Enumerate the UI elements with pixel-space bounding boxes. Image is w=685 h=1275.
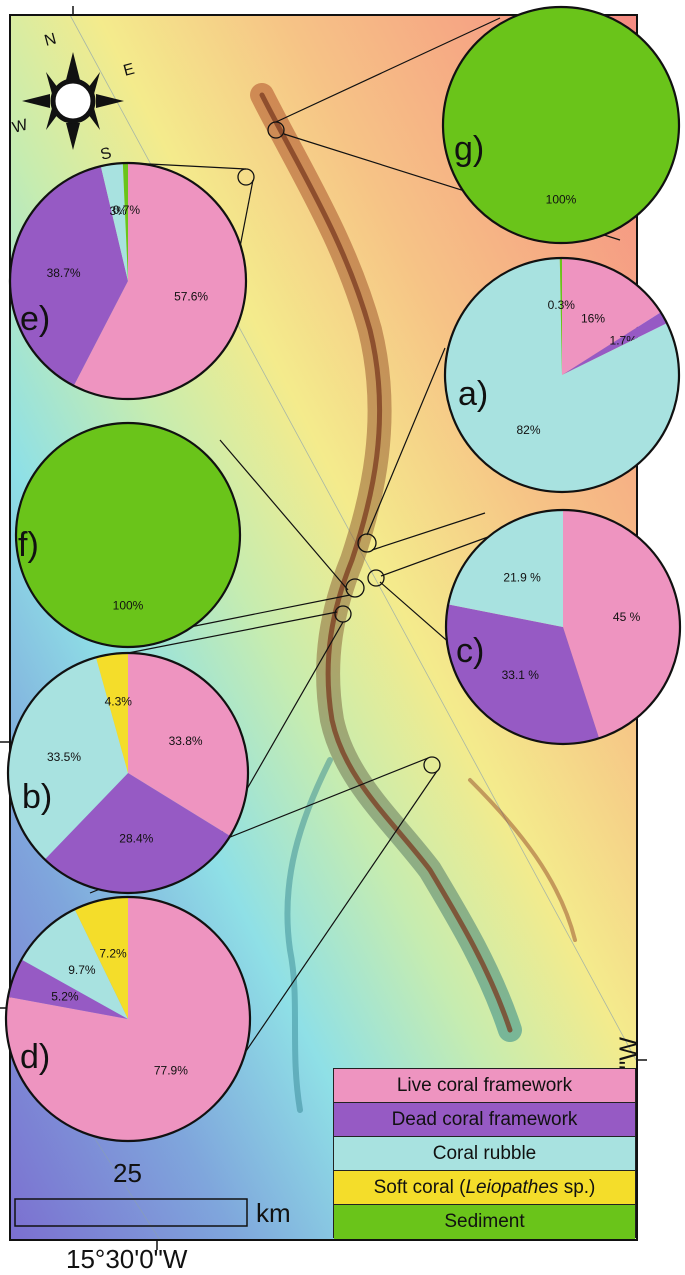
pie-chart-f: 100% f) [14, 421, 242, 649]
site-marker-c [367, 569, 385, 587]
pie-e-label-live: 57.6% [174, 289, 208, 303]
pie-b-label-dead: 28.4% [119, 832, 153, 846]
compass-n: N [43, 30, 59, 49]
pie-c-slice-rubble [448, 510, 563, 627]
legend-label-sediment: Sediment [444, 1211, 525, 1232]
pie-e-slice-live [73, 163, 247, 399]
pie-c-title: c) [456, 632, 484, 670]
compass-north-point [66, 52, 80, 80]
pie-b-label-live: 33.8% [169, 734, 203, 748]
legend-item-soft: Soft coral (Leiopathes sp.) [334, 1171, 635, 1205]
legend-label-rubble: Coral rubble [432, 1142, 537, 1164]
pie-b-title: b) [22, 778, 52, 816]
pie-g-slice-sediment [443, 7, 679, 243]
pie-a-slice-rubble [445, 258, 680, 492]
pie-b-label-soft: 4.3% [105, 695, 133, 709]
compass-south-point [66, 123, 80, 150]
pie-c-slice-live [563, 510, 680, 739]
pie-d-slice-soft [74, 897, 128, 1019]
scale-bar [14, 1198, 248, 1227]
pie-e-title: e) [20, 300, 50, 338]
pie-a-label-live: 16% [581, 312, 605, 326]
seamount-ridge [259, 92, 513, 1033]
pie-f-slice-sediment [16, 423, 240, 647]
pie-f-label-sediment: 100% [113, 599, 144, 613]
pie-d-label-rubble: 9.7% [68, 963, 96, 977]
pie-chart-b: 33.8% 28.4% 33.5% 4.3% b) [6, 651, 250, 895]
pie-a-label-sediment: 0.3% [548, 298, 576, 312]
pie-chart-d: 77.9% 5.2% 9.7%7.2% d) [4, 895, 252, 1143]
channel-features [284, 757, 333, 1113]
pie-a-slice-sediment [559, 258, 562, 375]
pie-chart-a: 16%1.7%82%0.3%a) [443, 256, 681, 494]
pie-d-label-dead: 5.2% [51, 989, 79, 1003]
pie-chart-c: 45 % 33.1 % 21.9 % c) [444, 508, 682, 746]
compass-e: E [122, 61, 137, 80]
pie-d-title: d) [20, 1038, 50, 1076]
longitude-label-bottom: 15°30'0"W [66, 1244, 188, 1274]
pie-f-title: f) [18, 526, 39, 564]
pie-charts: 16%1.7%82%0.3%a)33.8%28.4%33.5%4.3%b)45 … [4, 5, 682, 1143]
pie-e-slice-rubble [100, 163, 128, 281]
pie-g-label-sediment: 100% [546, 192, 577, 206]
compass-rose: N E S W [11, 30, 137, 163]
compass-s: S [99, 145, 114, 164]
compass-w: W [11, 116, 31, 137]
pie-a-slice-dead [562, 312, 667, 375]
pie-d-slice-live [5, 897, 250, 1141]
legend-item-dead: Dead coral framework [334, 1103, 635, 1137]
pie-e-label-dead: 38.7% [47, 266, 81, 280]
pie-b-slice-soft [95, 653, 128, 773]
legend-item-rubble: Coral rubble [334, 1137, 635, 1171]
pie-c-slice-dead [445, 604, 600, 744]
pie-a-title: a) [458, 375, 488, 413]
compass-circle [50, 78, 96, 124]
pie-d-slice-dead [8, 959, 128, 1019]
legend-item-live: Live coral framework [334, 1069, 635, 1103]
pie-d-label-live: 77.9% [154, 1064, 188, 1078]
legend-label-dead: Dead coral framework [391, 1108, 578, 1130]
pie-b-slice-live [128, 653, 249, 837]
pie-a-slice-live [562, 258, 661, 375]
pie-e-slice-sediment [122, 162, 128, 281]
legend-label-live: Live coral framework [396, 1074, 573, 1096]
pie-d-label-soft: 7.2% [99, 947, 127, 961]
pie-a-label-rubble: 82% [516, 423, 540, 437]
pie-e-slice-dead [9, 166, 129, 386]
pie-chart-g: 100% g) [441, 5, 681, 245]
compass-east-point [96, 94, 124, 108]
scale-value: 25 [113, 1158, 142, 1188]
pie-chart-e: 57.6% 38.7% 3%0.7% e) [8, 161, 248, 401]
pie-d-slice-rubble [21, 909, 128, 1019]
pie-b-slice-dead [44, 773, 231, 894]
channel-features [468, 778, 577, 942]
legend: Live coral framework Dead coral framewor… [333, 1068, 636, 1239]
compass-west-point [22, 94, 50, 108]
pie-b-slice-rubble [7, 657, 129, 860]
pie-b-label-rubble: 33.5% [47, 750, 81, 764]
pie-e-label-sediment: 0.7% [113, 203, 141, 217]
legend-label-soft: Soft coral (Leiopathes sp.) [373, 1176, 596, 1198]
pie-c-label-live: 45 % [613, 610, 641, 624]
pie-g-title: g) [454, 130, 484, 168]
scale-unit: km [256, 1198, 291, 1228]
legend-item-sediment: Sediment [334, 1205, 635, 1239]
pie-c-label-rubble: 21.9 % [503, 570, 541, 584]
pie-c-label-dead: 33.1 % [502, 668, 540, 682]
site-marker-d [423, 756, 441, 774]
pie-e-label-rubble: 3% [110, 204, 128, 218]
